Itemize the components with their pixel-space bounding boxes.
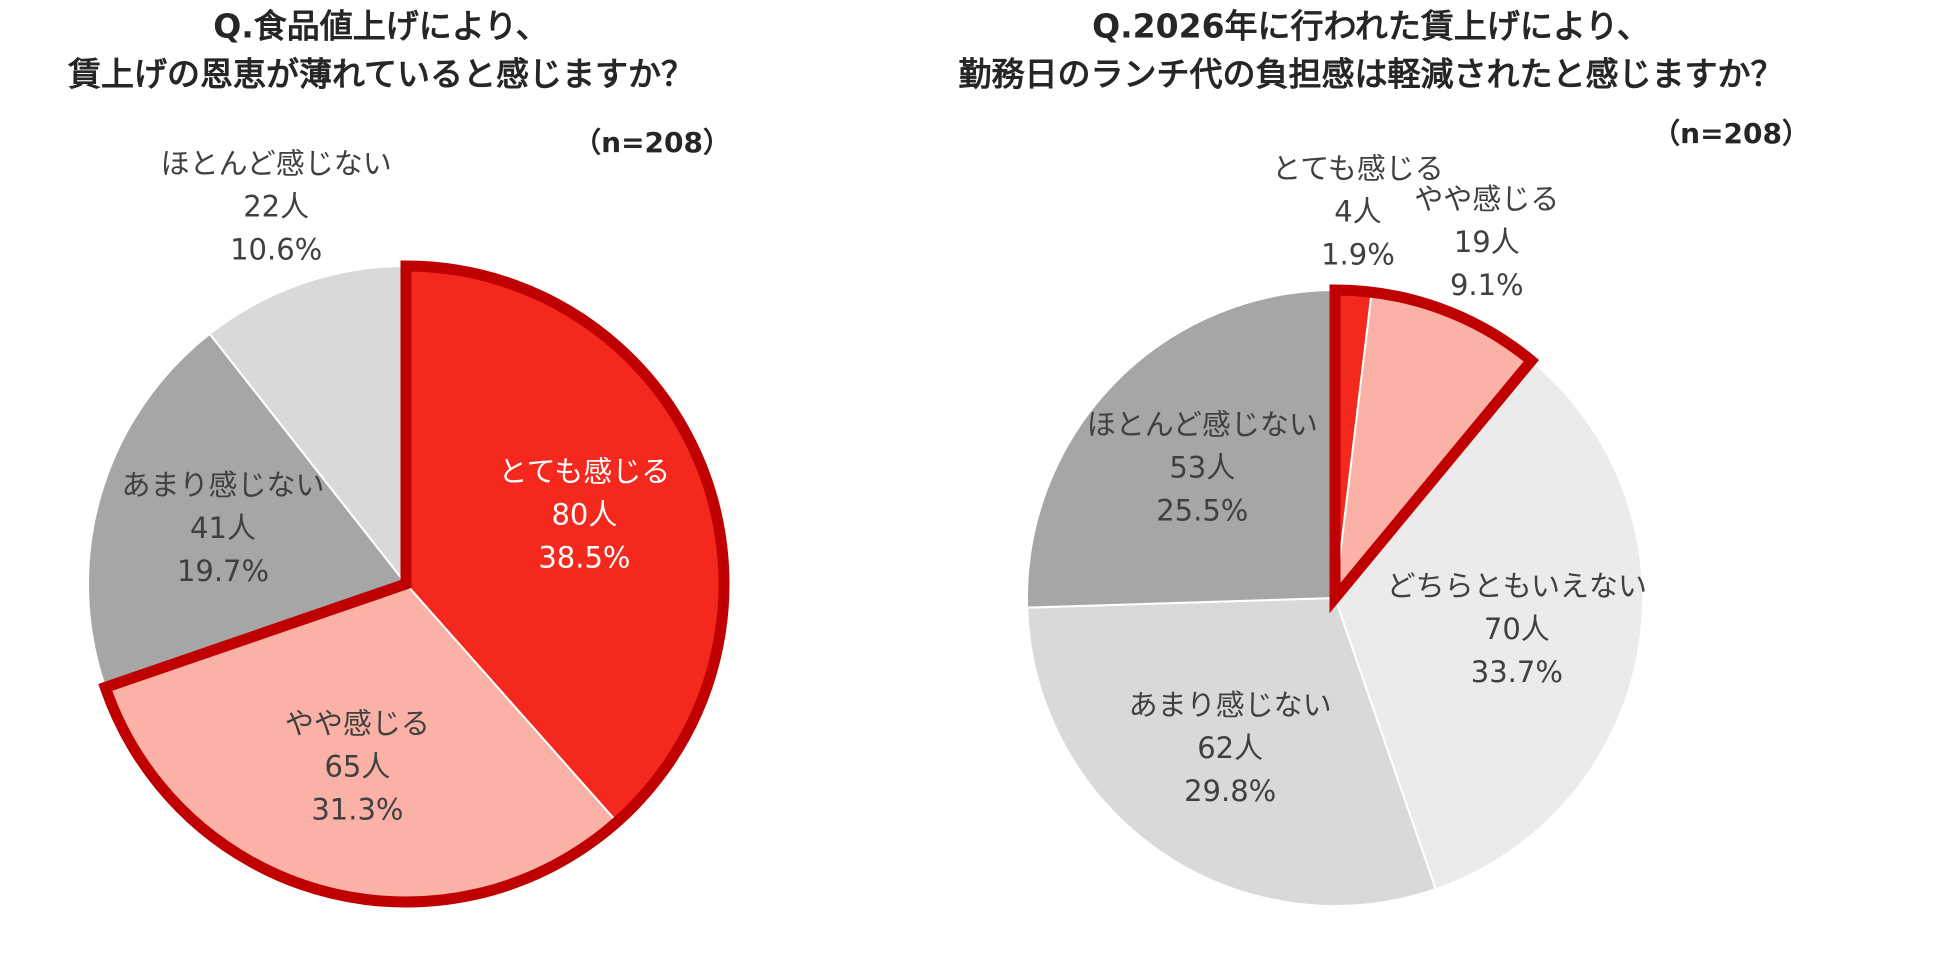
slice-percent: 10.6% xyxy=(230,232,322,266)
slice-count: 4人 xyxy=(1334,195,1381,229)
slice-category: どちらともいえない xyxy=(1387,569,1647,603)
slice-count: 41人 xyxy=(190,511,256,545)
slice-category: とても感じる xyxy=(1272,152,1444,186)
pie-slice xyxy=(208,264,407,587)
slice-percent: 38.5% xyxy=(538,540,630,574)
slice-count: 22人 xyxy=(243,189,309,223)
slice-category: とても感じる xyxy=(499,454,671,488)
slice-percent: 29.8% xyxy=(1184,774,1276,808)
slice-count: 70人 xyxy=(1484,612,1550,646)
slice-count: 19人 xyxy=(1454,225,1520,259)
slice-category: ほとんど感じない xyxy=(1087,407,1318,441)
highlight-outline xyxy=(1329,284,1540,614)
slice-percent: 33.7% xyxy=(1471,655,1563,689)
slice-category: あまり感じない xyxy=(122,468,325,502)
slice-count: 62人 xyxy=(1197,731,1263,765)
slice-percent: 19.7% xyxy=(177,554,269,588)
slice-percent: 9.1% xyxy=(1450,268,1524,302)
pie-slice xyxy=(1026,596,1437,907)
pie-slice xyxy=(87,332,408,689)
slice-count: 53人 xyxy=(1169,450,1235,484)
slice-category: やや感じる xyxy=(285,707,430,741)
pie-slice xyxy=(1333,359,1644,891)
slice-percent: 25.5% xyxy=(1156,493,1248,527)
chart-title: Q.2026年に行われた賃上げにより、 xyxy=(1092,7,1650,46)
slice-count: 80人 xyxy=(551,497,617,531)
chart-title: 勤務日のランチ代の負担感は軽減されたと感じますか？ xyxy=(959,55,1784,94)
slice-count: 65人 xyxy=(324,750,390,784)
slice-percent: 1.9% xyxy=(1321,238,1395,272)
highlight-outline xyxy=(98,260,730,908)
slice-percent: 31.3% xyxy=(311,793,403,827)
slice-category: あまり感じない xyxy=(1129,688,1332,722)
chart-subtitle: （n=208） xyxy=(1652,117,1810,150)
chart-subtitle: （n=208） xyxy=(573,126,731,159)
slice-category: やや感じる xyxy=(1414,182,1559,216)
chart-title: 賃上げの恩恵が薄れていると感じますか？ xyxy=(67,55,694,94)
chart-title: Q.食品値上げにより、 xyxy=(213,7,549,46)
pie-slice xyxy=(1026,288,1336,609)
slice-category: ほとんど感じない xyxy=(161,146,392,180)
